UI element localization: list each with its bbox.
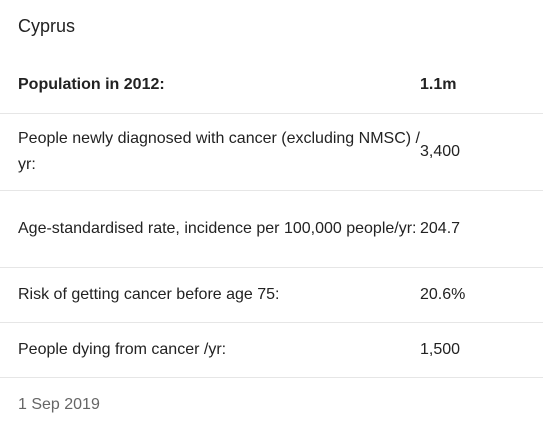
footer-date: 1 Sep 2019 bbox=[18, 396, 100, 413]
new-diagnoses-value: 3,400 bbox=[420, 143, 461, 160]
country-title: Cyprus bbox=[18, 16, 76, 36]
table-row: People dying from cancer /yr: 1,500 bbox=[0, 323, 543, 378]
new-diagnoses-label: People newly diagnosed with cancer (excl… bbox=[18, 130, 420, 173]
deaths-label: People dying from cancer /yr: bbox=[18, 341, 227, 358]
deaths-value: 1,500 bbox=[420, 341, 461, 358]
population-row: Population in 2012: 1.1m bbox=[0, 56, 543, 114]
table-row: Risk of getting cancer before age 75: 20… bbox=[0, 268, 543, 323]
table-row: Age-standardised rate, incidence per 100… bbox=[0, 191, 543, 268]
incidence-rate-label: Age-standardised rate, incidence per 100… bbox=[18, 220, 417, 237]
population-label: Population in 2012: bbox=[18, 75, 165, 93]
risk-before-75-label: Risk of getting cancer before age 75: bbox=[18, 286, 280, 303]
risk-before-75-value: 20.6% bbox=[420, 286, 466, 303]
stats-table: Population in 2012: 1.1m People newly di… bbox=[0, 56, 543, 378]
incidence-rate-value: 204.7 bbox=[420, 220, 461, 237]
population-value: 1.1m bbox=[420, 75, 457, 93]
table-row: People newly diagnosed with cancer (excl… bbox=[0, 114, 543, 191]
